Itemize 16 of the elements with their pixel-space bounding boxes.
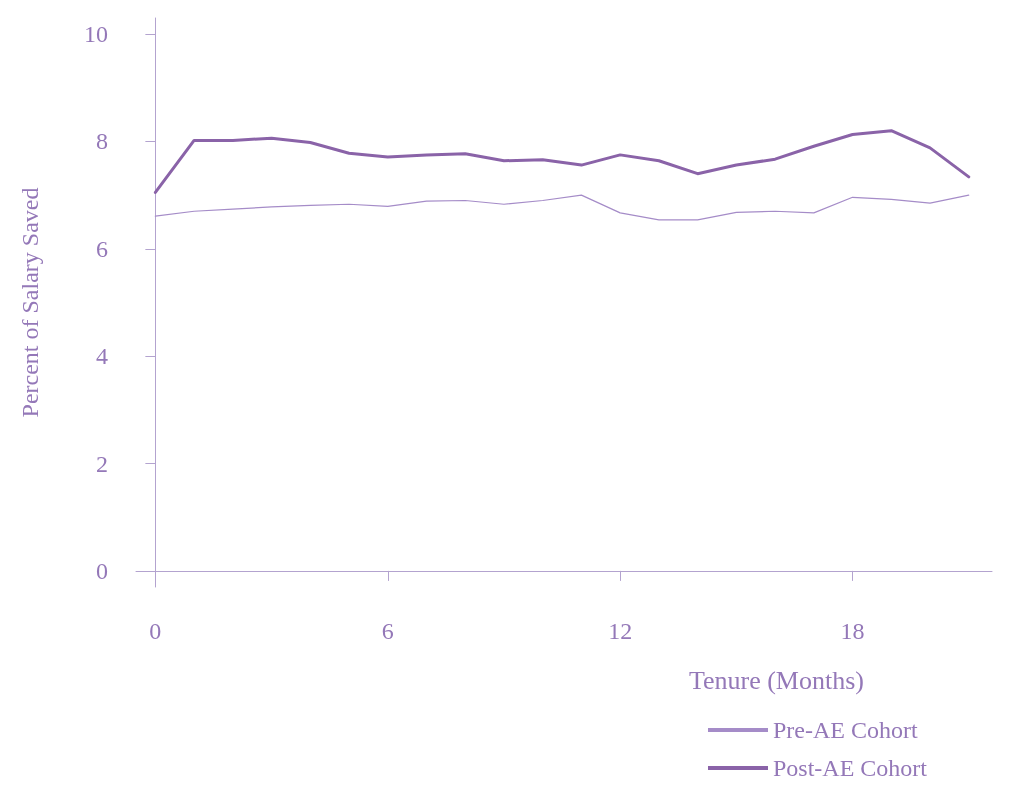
x-tick-label: 18 [840, 618, 865, 644]
y-tick-label: 4 [96, 343, 108, 370]
x-tick-label: 12 [608, 618, 633, 644]
y-tick-label: 8 [96, 128, 108, 155]
x-tick-label: 0 [149, 618, 162, 644]
y-tick-label: 6 [96, 235, 108, 262]
y-tick-label: 0 [96, 557, 108, 584]
legend-label: Pre-AE Cohort [772, 717, 918, 743]
y-tick-label: 2 [96, 450, 108, 477]
line-series [153, 129, 971, 194]
x-tick-label: 6 [381, 618, 394, 644]
x-axis-title: Tenure (Months) [688, 665, 864, 695]
legend-label: Post-AE Cohort [772, 755, 928, 781]
y-axis-title: Percent of Salary Saved [17, 187, 43, 418]
line-series [154, 194, 970, 221]
y-tick-label: 10 [84, 21, 108, 48]
